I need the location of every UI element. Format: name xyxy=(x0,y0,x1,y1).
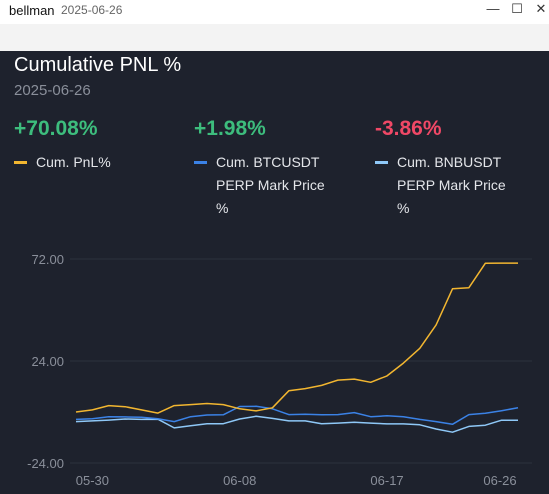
btc-stat-value: +1.98% xyxy=(194,117,266,140)
chart-panel: Cumulative PNL % 2025-06-26 +70.08% +1.9… xyxy=(0,51,549,494)
x-tick-label: 06-08 xyxy=(223,473,256,488)
legend-swatch-bnb xyxy=(375,161,388,164)
chart-gridlines xyxy=(70,258,532,464)
series-line-btc xyxy=(75,405,519,426)
title-bar: bellman 2025-06-26 — ☐ ✕ xyxy=(0,0,549,24)
legend-item-bnb[interactable]: Cum. BNBUSDT PERP Mark Price % xyxy=(375,151,545,220)
close-icon[interactable]: ✕ xyxy=(535,1,547,16)
minimize-icon[interactable]: — xyxy=(486,1,500,16)
chart-date: 2025-06-26 xyxy=(14,82,91,99)
toolbar-strip xyxy=(0,24,549,51)
legend-label-bnb-line3: % xyxy=(397,200,410,216)
series-line-pnl xyxy=(75,262,518,414)
x-tick-label: 06-17 xyxy=(370,473,403,488)
legend-label-btc-line1: Cum. BTCUSDT xyxy=(216,154,320,170)
legend-label-btc-line3: % xyxy=(216,200,229,216)
app-name: bellman xyxy=(9,3,55,18)
x-tick-label: 05-30 xyxy=(76,473,109,488)
window-date: 2025-06-26 xyxy=(61,3,123,17)
legend-label-pnl: Cum. PnL% xyxy=(36,154,111,170)
legend-label-bnb-line2: PERP Mark Price xyxy=(397,177,506,193)
x-tick-label: 06-26 xyxy=(483,473,516,488)
chart-series xyxy=(75,262,519,433)
chart-axis-ticks: 72.00 24.00 -24.00 05-30 06-08 06-17 06-26 xyxy=(27,252,517,488)
legend-swatch-btc xyxy=(194,161,207,164)
legend-item-btc[interactable]: Cum. BTCUSDT PERP Mark Price % xyxy=(194,151,369,220)
pnl-stat-value: +70.08% xyxy=(14,117,98,140)
y-tick-label: -24.00 xyxy=(27,456,64,471)
legend-label-bnb-line1: Cum. BNBUSDT xyxy=(397,154,502,170)
y-tick-label: 24.00 xyxy=(31,354,64,369)
pnl-line-chart: 72.00 24.00 -24.00 05-30 06-08 06-17 06-26 xyxy=(27,252,532,488)
legend-item-pnl[interactable]: Cum. PnL% xyxy=(14,151,184,174)
maximize-icon[interactable]: ☐ xyxy=(511,1,523,16)
legend-label-btc-line2: PERP Mark Price xyxy=(216,177,325,193)
y-tick-label: 72.00 xyxy=(31,252,64,267)
legend-swatch-pnl xyxy=(14,161,27,164)
bnb-stat-value: -3.86% xyxy=(375,117,442,140)
series-line-bnb xyxy=(75,415,518,433)
chart-title: Cumulative PNL % xyxy=(14,54,182,76)
